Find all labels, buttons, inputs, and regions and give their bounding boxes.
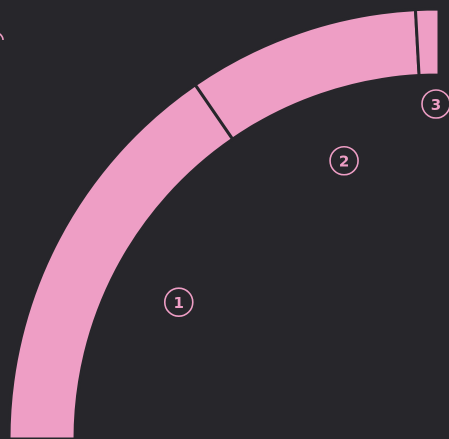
- segment-marker-3: 3: [421, 89, 449, 119]
- marker-label-2: 2: [339, 153, 349, 171]
- ring-segment-3: [413, 7, 441, 78]
- segment-markers: 1 2 3: [163, 89, 449, 317]
- marker-label-3: 3: [431, 96, 441, 114]
- partial-marker-edge: [0, 33, 4, 41]
- segment-marker-2: 2: [329, 145, 359, 176]
- ring-segment-1: [7, 82, 235, 439]
- segment-marker-1: 1: [163, 287, 194, 317]
- ring-segments: [7, 7, 441, 439]
- marker-label-1: 1: [174, 294, 184, 312]
- ring-segment-2: [193, 8, 421, 142]
- marker-circle-1: [163, 287, 194, 317]
- marker-circle-3: [421, 89, 449, 119]
- marker-circle-2: [329, 145, 359, 176]
